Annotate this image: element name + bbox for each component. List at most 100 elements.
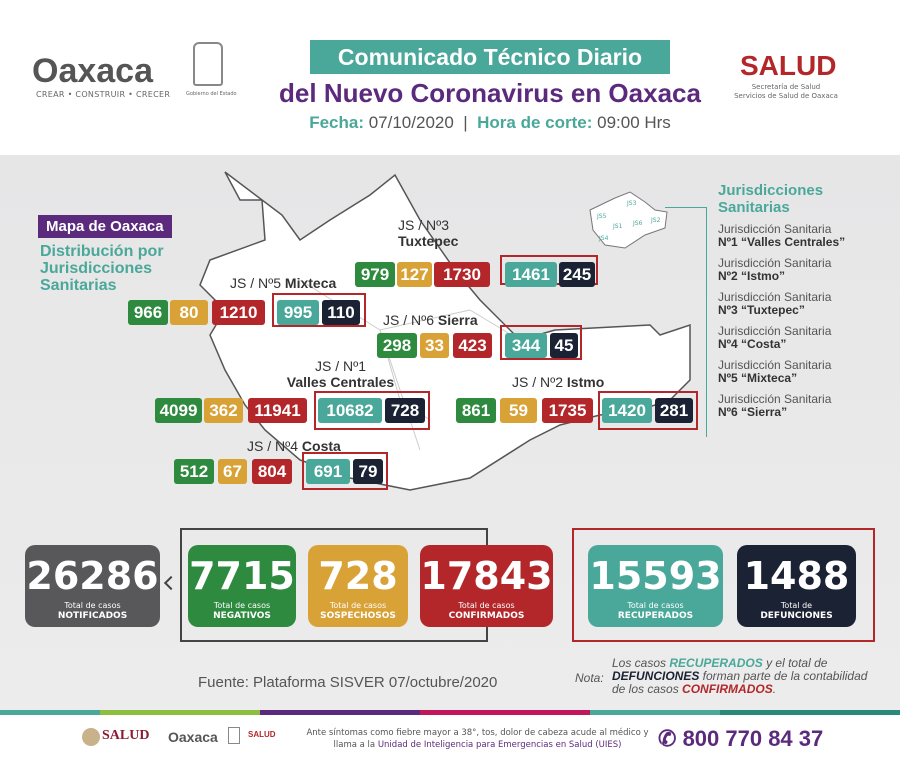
note-label: Nota: xyxy=(575,671,604,685)
footer-salud-logo: SALUD xyxy=(102,728,150,743)
phone-number: 800 770 84 37 xyxy=(682,726,824,751)
region-sospechosos-valles-centrales: 362 xyxy=(204,398,243,423)
mini-js4: JS4 xyxy=(598,235,609,242)
region-name: Sierra xyxy=(437,312,478,328)
hora-label: Hora de corte: xyxy=(477,113,593,132)
region-sospechosos-istmo: 59 xyxy=(500,398,537,423)
region-recuperados-sierra: 344 xyxy=(505,333,547,358)
total-value: 1488 xyxy=(743,554,850,598)
region-name: Costa xyxy=(301,438,341,454)
region-defunciones-mixteca: 110 xyxy=(322,300,360,325)
legend-line2: Nº2 “Istmo” xyxy=(718,269,786,283)
region-label-valles-centrales: JS / Nº1 Valles Centrales xyxy=(283,358,398,390)
total-sub: Total de casos xyxy=(458,601,515,610)
region-js: JS / Nº1 xyxy=(314,358,367,374)
region-js: JS / Nº5 xyxy=(230,275,282,291)
note-text: Los casos RECUPERADOS y el total de DEFU… xyxy=(612,657,872,696)
legend-item: Jurisdicción Sanitaria Nº6 “Sierra” xyxy=(718,393,898,419)
fecha-label: Fecha: xyxy=(309,113,364,132)
total-sub: Total de casos xyxy=(64,601,121,610)
oaxaca-tagline: CREAR • CONSTRUIR • CRECER xyxy=(36,90,171,99)
region-negativos-costa: 512 xyxy=(174,459,214,484)
state-seal-icon xyxy=(193,42,223,86)
region-outcome-frame xyxy=(272,293,366,327)
phone-icon: ✆ xyxy=(658,726,677,751)
region-outcome-frame xyxy=(302,452,388,490)
legend-title: Jurisdicciones Sanitarias xyxy=(718,182,824,216)
region-negativos-mixteca: 966 xyxy=(128,300,168,325)
oaxaca-logo: Oaxaca xyxy=(32,52,153,90)
map-title: Mapa de Oaxaca xyxy=(38,215,172,238)
mini-map: JS5 JS3 JS1 JS6 JS2 JS4 xyxy=(589,191,668,249)
salud-sub2: Servicios de Salud de Oaxaca xyxy=(734,92,838,100)
total-value: 728 xyxy=(318,554,398,598)
region-defunciones-valles-centrales: 728 xyxy=(385,398,425,423)
region-confirmados-valles-centrales: 11941 xyxy=(248,398,307,423)
mini-js1: JS1 xyxy=(612,223,623,230)
region-name: Valles Centrales xyxy=(286,374,395,390)
note-p4: . xyxy=(772,682,777,696)
region-label-istmo: JS / Nº2 Istmo xyxy=(512,374,604,390)
note-defunciones: DEFUNCIONES xyxy=(612,669,700,683)
footer-uies: Unidad de Inteligencia para Emergencias … xyxy=(377,740,622,750)
region-js: JS / Nº2 xyxy=(512,374,564,390)
total-confirmados: 17843 Total de casos CONFIRMADOS xyxy=(420,545,553,627)
total-defunciones: 1488 Total de DEFUNCIONES xyxy=(737,545,856,627)
hora: 09:00 Hrs xyxy=(597,113,671,132)
stripe-2 xyxy=(100,710,260,715)
salud-subtitle: Secretaría de Salud Servicios de Salud de… xyxy=(726,83,846,101)
total-label: NOTIFICADOS xyxy=(57,611,128,621)
legend-line1: Jurisdicción Sanitaria xyxy=(718,358,832,372)
region-label-mixteca: JS / Nº5 Mixteca xyxy=(230,275,336,291)
region-outcome-frame xyxy=(598,391,698,430)
region-negativos-tuxtepec: 979 xyxy=(355,262,395,287)
source-text: Fuente: Plataforma SISVER 07/octubre/202… xyxy=(198,674,498,691)
date-line: Fecha: 07/10/2020 | Hora de corte: 09:00… xyxy=(309,113,671,132)
region-js: JS / Nº4 xyxy=(247,438,299,454)
total-label: NEGATIVOS xyxy=(213,611,271,621)
region-recuperados-istmo: 1420 xyxy=(602,398,652,423)
legend-item: Jurisdicción Sanitaria Nº2 “Istmo” xyxy=(718,257,898,283)
salud-logo: SALUD xyxy=(740,50,837,81)
region-negativos-sierra: 298 xyxy=(377,333,417,358)
mini-js2: JS2 xyxy=(650,217,661,224)
total-value: 17843 xyxy=(420,554,553,598)
phone[interactable]: ✆ 800 770 84 37 xyxy=(658,726,823,752)
total-value: 15593 xyxy=(589,554,722,598)
total-notificados: 26286 Total de casos NOTIFICADOS xyxy=(25,545,160,627)
note-p1: Los casos xyxy=(612,656,670,670)
total-sospechosos: 728 Total de casos SOSPECHOSOS xyxy=(308,545,408,627)
stripe-3 xyxy=(260,710,420,715)
note-confirmados: CONFIRMADOS xyxy=(682,682,773,696)
stripe-6 xyxy=(720,710,900,715)
region-negativos-valles-centrales: 4099 xyxy=(155,398,202,423)
region-outcome-frame xyxy=(314,391,430,430)
mini-js6: JS6 xyxy=(632,220,643,227)
region-sospechosos-tuxtepec: 127 xyxy=(397,262,432,287)
mini-map-outline xyxy=(589,191,668,249)
region-recuperados-mixteca: 995 xyxy=(277,300,319,325)
total-label: DEFUNCIONES xyxy=(760,611,833,621)
fecha: 07/10/2020 xyxy=(368,113,454,132)
total-negativos: 7715 Total de casos NEGATIVOS xyxy=(188,545,296,627)
region-recuperados-costa: 691 xyxy=(306,459,350,484)
note-recuperados: RECUPERADOS xyxy=(669,656,763,670)
legend-line2: Nº3 “Tuxtepec” xyxy=(718,303,805,317)
region-confirmados-istmo: 1735 xyxy=(542,398,593,423)
legend-item: Jurisdicción Sanitaria Nº5 “Mixteca” xyxy=(718,359,898,385)
legend-line2: Nº1 “Valles Centrales” xyxy=(718,235,846,249)
total-label: CONFIRMADOS xyxy=(448,611,525,621)
region-label-tuxtepec: JS / Nº3 Tuxtepec xyxy=(398,217,458,249)
map-subtitle: Distribución por Jurisdicciones Sanitari… xyxy=(40,243,164,294)
title-line1: Comunicado Técnico Diario xyxy=(310,40,670,74)
legend-line1: Jurisdicción Sanitaria xyxy=(718,324,832,338)
total-sub: Total de casos xyxy=(627,601,684,610)
confirmed-bracket xyxy=(572,528,875,642)
total-sub: Total de casos xyxy=(329,601,387,610)
footer-seal-icon xyxy=(228,727,240,744)
footer-advice: Ante síntomas como fiebre mayor a 38°, t… xyxy=(300,727,655,751)
region-negativos-istmo: 861 xyxy=(456,398,496,423)
total-sub: Total de xyxy=(780,601,813,610)
stripe-1 xyxy=(0,710,100,715)
mini-js5: JS5 xyxy=(596,213,607,220)
